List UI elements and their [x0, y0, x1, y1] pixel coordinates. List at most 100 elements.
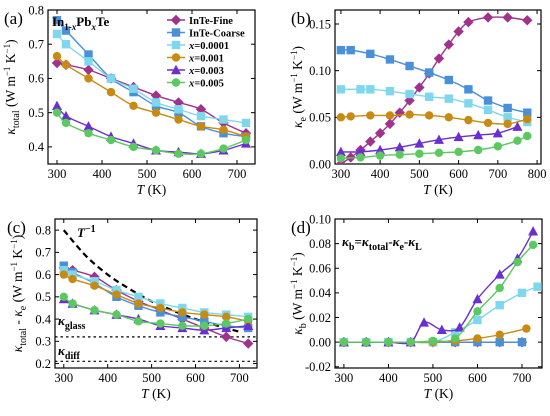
x-tick-label: 400	[379, 371, 398, 385]
panel-label: (c)	[7, 218, 26, 237]
data-point	[106, 135, 116, 145]
data-point	[222, 319, 231, 328]
data-point	[346, 45, 355, 55]
data-point	[243, 338, 254, 349]
data-point	[405, 110, 414, 119]
data-point	[464, 85, 473, 94]
data-point	[473, 307, 482, 316]
x-tick-label: 300	[48, 167, 67, 181]
data-point	[434, 148, 444, 157]
x-tick-label: 500	[138, 167, 157, 181]
data-point	[200, 321, 209, 330]
data-point	[414, 82, 425, 93]
data-point	[134, 299, 143, 308]
data-point	[355, 146, 366, 157]
data-point	[84, 50, 93, 59]
y-tick-label: 0.5	[35, 290, 51, 304]
y-tick-label: 0.04	[309, 286, 332, 300]
panel-1: 300 400 500 600 700 0.4 0.5 0.6 0.7 0.8 T (K) κtota…	[2, 3, 256, 197]
x-tick-label: 500	[410, 167, 429, 181]
data-point	[384, 118, 396, 130]
data-point	[523, 131, 532, 141]
kappa-b-formula: κb=κtotal-κe-κL	[342, 234, 422, 253]
data-point	[356, 85, 365, 94]
y-tick-label: 0.4	[28, 140, 44, 154]
data-point	[129, 84, 138, 93]
series-x-0-005	[339, 240, 538, 347]
data-point	[59, 261, 68, 270]
x-tick-label: 300	[335, 371, 354, 385]
data-point	[173, 97, 184, 108]
data-point	[405, 61, 414, 71]
data-point	[129, 142, 138, 152]
data-point	[495, 300, 504, 310]
y-tick-label: 0.8	[35, 223, 51, 237]
x-tick-label: 700	[488, 167, 507, 181]
data-point	[219, 115, 228, 124]
y-axis-title: κtotal (W m−1 K−1)	[2, 39, 22, 134]
data-point	[244, 314, 253, 324]
data-point	[174, 149, 183, 158]
y-tick-label: 0.05	[309, 111, 331, 125]
data-point	[450, 334, 460, 343]
data-point	[52, 52, 62, 61]
data-point	[61, 60, 71, 69]
data-point	[406, 337, 415, 347]
data-point	[453, 26, 464, 37]
y-tick-label: 0.15	[309, 17, 331, 31]
data-point	[68, 299, 77, 308]
legend-swatch-marker	[171, 53, 181, 62]
data-point	[464, 115, 473, 125]
x-axis-title: T (K)	[423, 182, 453, 197]
data-point	[495, 330, 504, 339]
data-point	[52, 100, 62, 111]
data-point	[517, 337, 527, 347]
series-line	[56, 33, 247, 124]
data-point	[428, 336, 438, 346]
series-x-0-0001	[52, 29, 251, 128]
data-point	[52, 16, 62, 25]
data-point	[433, 53, 445, 64]
x-tick-label: 600	[186, 371, 205, 385]
data-point	[61, 26, 71, 35]
x-tick-label: 300	[54, 371, 73, 385]
plot-area	[338, 226, 542, 348]
data-point	[436, 324, 447, 335]
plot-area	[51, 16, 252, 158]
x-tick-label: 600	[449, 167, 468, 181]
data-point	[495, 337, 504, 347]
x-tick-label: 700	[513, 371, 532, 385]
data-point	[61, 118, 71, 128]
series-x-0-0001	[339, 282, 542, 347]
x-axis-title: T (K)	[141, 386, 171, 401]
plot-frame	[54, 218, 258, 369]
data-point	[339, 337, 349, 347]
y-axis-title: κtotal - κe (W m−1 K−1)	[9, 235, 29, 352]
series-line	[56, 19, 247, 138]
data-point	[444, 94, 453, 103]
y-tick-label: -0.02	[305, 360, 331, 374]
data-point	[385, 55, 395, 64]
data-point	[415, 149, 424, 158]
data-point	[454, 147, 463, 157]
data-point	[366, 49, 375, 59]
kappa-glass-label: κglass	[58, 313, 86, 332]
series-x-0-001	[336, 110, 532, 129]
data-point	[156, 303, 165, 313]
data-point	[473, 334, 482, 343]
panel-label: (b)	[291, 9, 311, 28]
x-tick-label: 400	[371, 167, 390, 181]
data-point	[61, 110, 71, 121]
data-point	[134, 317, 143, 326]
data-point	[374, 128, 386, 139]
y-tick-label: 0.5	[28, 106, 44, 120]
data-point	[90, 281, 99, 290]
data-point	[424, 111, 434, 120]
data-point	[83, 64, 94, 76]
composition-label: In1-xPbxTe	[52, 14, 109, 32]
data-point	[243, 320, 254, 330]
data-point	[394, 142, 405, 152]
x-tick-label: 700	[228, 167, 247, 181]
series-line	[343, 244, 534, 343]
